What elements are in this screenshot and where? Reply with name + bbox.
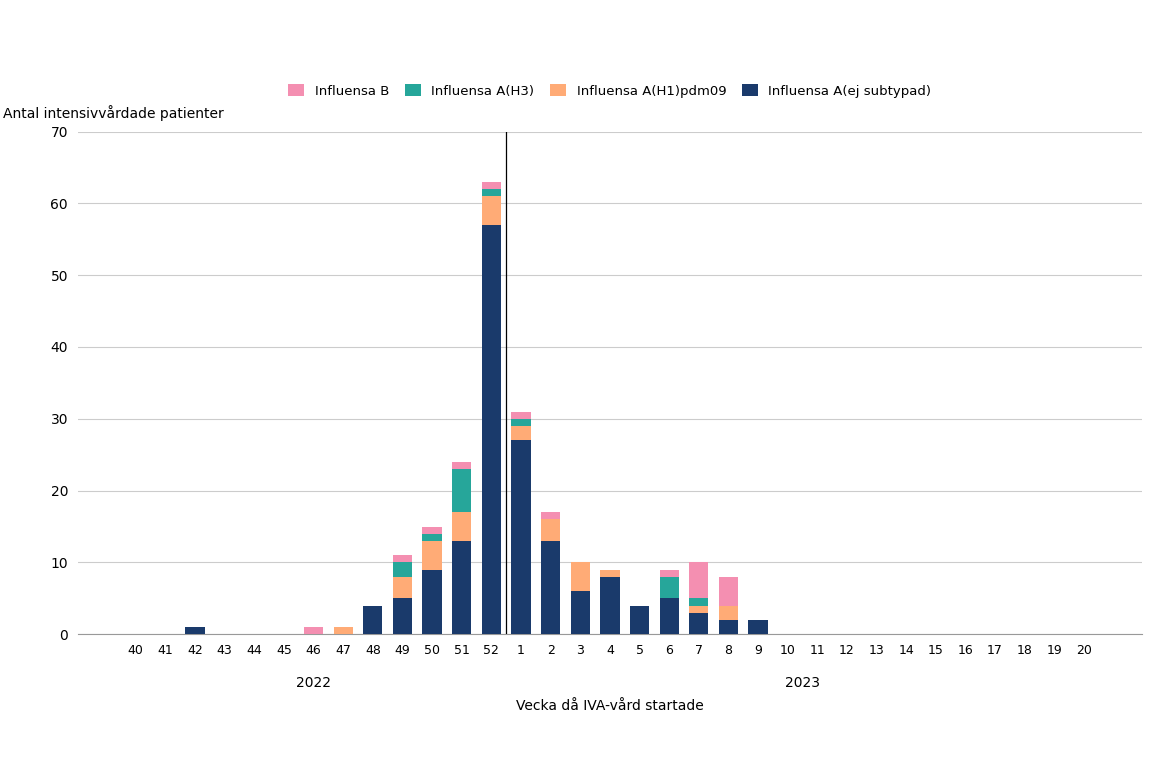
Bar [718,620,738,634]
Bar [452,541,471,634]
Bar [511,426,531,440]
Bar [481,196,501,225]
Legend: Influensa B, Influensa A(H3), Influensa A(H1)pdm09, Influensa A(ej subtypad): Influensa B, Influensa A(H3), Influensa … [282,78,938,105]
Bar [304,627,323,634]
X-axis label: Vecka då IVA-vård startade: Vecka då IVA-vård startade [516,699,703,713]
Bar [481,189,501,196]
Bar [690,562,708,598]
Bar [185,627,205,634]
Bar [659,577,679,598]
Bar [422,541,442,570]
Bar [690,598,708,606]
Bar [363,606,383,634]
Bar [393,598,412,634]
Bar [452,512,471,541]
Bar [541,541,560,634]
Bar [718,606,738,620]
Text: 2022: 2022 [296,676,331,690]
Bar [511,412,531,419]
Bar [452,469,471,512]
Bar [511,440,531,634]
Bar [659,598,679,634]
Text: 2023: 2023 [784,676,820,690]
Bar [600,570,619,577]
Bar [570,591,590,634]
Bar [422,527,442,534]
Bar [333,627,353,634]
Bar [570,562,590,591]
Bar [718,577,738,606]
Bar [393,562,412,577]
Bar [690,612,708,634]
Bar [659,570,679,577]
Bar [422,534,442,541]
Bar [690,606,708,612]
Bar [481,182,501,189]
Bar [481,225,501,634]
Bar [541,519,560,541]
Bar [511,419,531,426]
Bar [600,577,619,634]
Bar [629,606,649,634]
Bar [393,577,412,598]
Bar [393,556,412,562]
Bar [422,570,442,634]
Bar [749,620,768,634]
Text: Antal intensivvårdade patienter: Antal intensivvårdade patienter [3,105,224,121]
Bar [452,462,471,469]
Bar [541,512,560,519]
